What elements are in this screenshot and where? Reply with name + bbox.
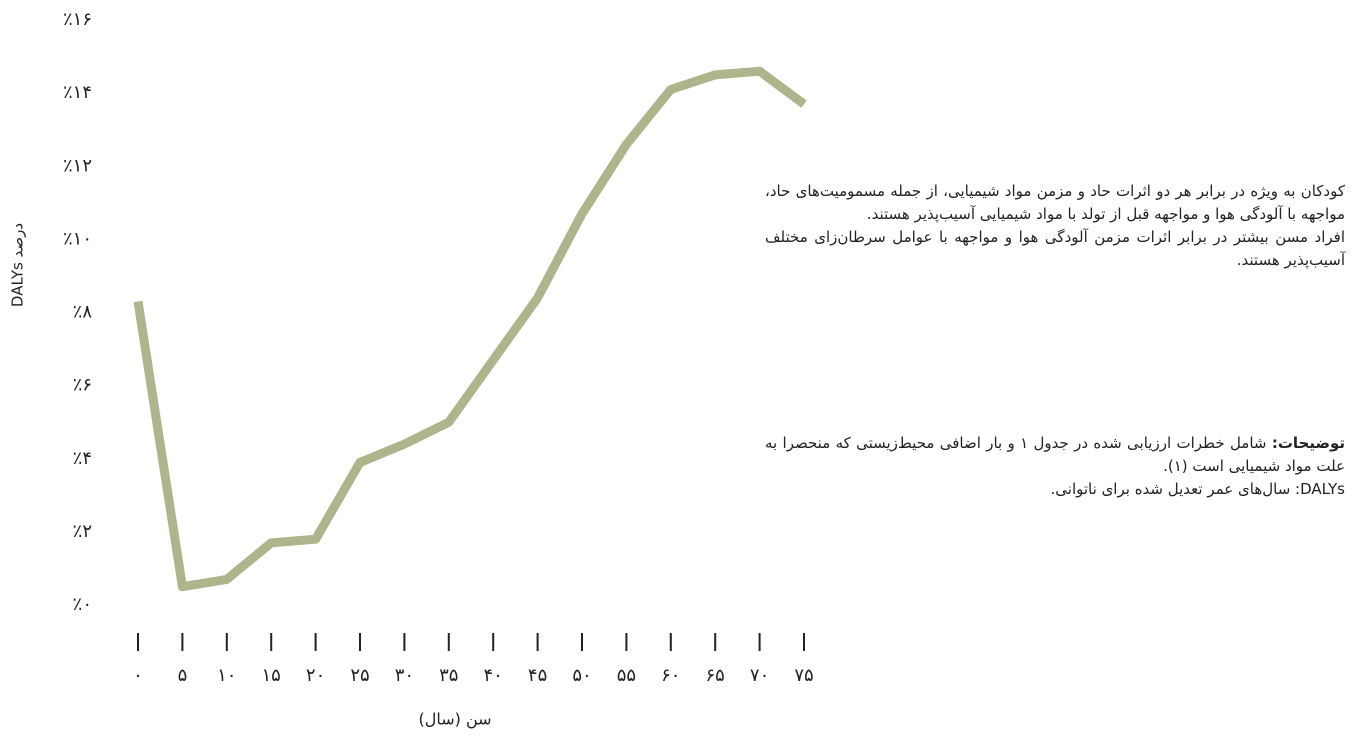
y-tick-label: ٪۱۴ — [63, 82, 92, 103]
note-text: شامل خطرات ارزیابی شده در جدول ۱ و بار ا… — [765, 434, 1345, 475]
data-line — [133, 66, 807, 592]
note-block: توضیحات: شامل خطرات ارزیابی شده در جدول … — [765, 432, 1345, 501]
note: توضیحات: شامل خطرات ارزیابی شده در جدول … — [765, 432, 1345, 478]
x-tick-label: ۵۵ — [617, 665, 636, 686]
note-label: توضیحات: — [1271, 434, 1345, 452]
x-tick-label: ۷۰ — [750, 665, 769, 686]
x-tick-label: ۴۵ — [528, 665, 547, 686]
x-tick-label: ۳۰ — [395, 665, 414, 686]
x-tick-label: ۲۰ — [306, 665, 325, 686]
y-tick-label: ٪۱۲ — [63, 155, 92, 176]
y-tick-label: ٪۱۶ — [63, 9, 92, 30]
x-tick-label: ۰ — [133, 665, 143, 686]
annotation: کودکان به ویژه در برابر هر دو اثرات حاد … — [765, 182, 1345, 223]
y-tick-label: ٪۴ — [73, 448, 92, 469]
y-tick-label: ٪۸ — [73, 302, 93, 323]
x-tick-label: ۱۰ — [217, 665, 236, 686]
x-tick-label: ۵ — [178, 665, 188, 686]
y-tick-label: ٪۶ — [73, 375, 92, 396]
x-tick-label: ۴۰ — [484, 665, 503, 686]
x-tick-label: ۲۵ — [350, 665, 369, 686]
x-tick-label: ۵۰ — [572, 665, 591, 686]
x-axis-label: سن (سال) — [418, 710, 491, 730]
y-tick-label: ٪۱۰ — [63, 228, 92, 249]
y-tick-label: ٪۲ — [73, 521, 92, 542]
note-abbrev: DALYs: سال‌های عمر تعدیل شده برای ناتوان… — [1050, 480, 1345, 498]
annotation-block: کودکان به ویژه در برابر هر دو اثرات حاد … — [765, 180, 1345, 272]
y-axis-label: درصد DALYs — [9, 223, 27, 307]
x-tick-label: ۷۵ — [794, 665, 813, 686]
annotation: افراد مسن بیشتر در برابر اثرات مزمن آلود… — [765, 228, 1345, 269]
x-tick-label: ۶۰ — [661, 665, 680, 686]
x-tick-label: ۱۵ — [262, 665, 281, 686]
y-tick-label: ٪۰ — [73, 594, 92, 615]
x-tick-label: ۶۵ — [706, 665, 725, 686]
x-tick-label: ۳۵ — [439, 665, 458, 686]
